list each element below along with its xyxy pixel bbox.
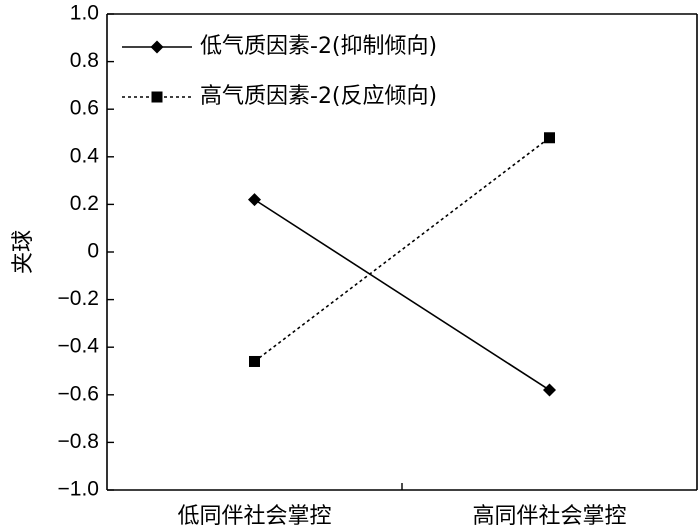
series-layer — [248, 132, 556, 397]
y-axis-ticks: 1.0 0.8 0.6 0.4 0.2 0 −0.2 −0.4 −0.6 −0.8 −1.0 — [58, 2, 114, 501]
data-point-diamond — [543, 383, 556, 397]
y-tick-label: −0.2 — [58, 287, 99, 310]
y-tick-label: 0.6 — [70, 97, 99, 120]
legend-label: 低气质因素-2(抑制倾向) — [200, 34, 437, 59]
y-tick-label: 1.0 — [70, 2, 99, 25]
data-point-square — [544, 132, 555, 144]
x-tick-label: 高同伴社会掌控 — [472, 504, 626, 529]
legend-label: 高气质因素-2(反应倾向) — [200, 84, 437, 109]
series-line — [254, 198, 550, 391]
legend: 低气质因素-2(抑制倾向) 高气质因素-2(反应倾向) — [122, 34, 437, 109]
y-tick-label: 0 — [87, 240, 99, 263]
series-line — [254, 137, 550, 363]
y-tick-label: 0.8 — [70, 49, 99, 72]
data-point-diamond — [150, 40, 164, 54]
data-point-square — [151, 91, 163, 103]
y-tick-label: 0.2 — [70, 192, 99, 215]
data-point-square — [249, 355, 260, 367]
series-2 — [249, 132, 555, 367]
legend-item-2: 高气质因素-2(反应倾向) — [122, 84, 437, 109]
x-axis-ticks: 低同伴社会掌控 高同伴社会掌控 — [177, 483, 627, 529]
y-tick-label: 0.4 — [70, 144, 100, 167]
series-1 — [248, 193, 556, 397]
legend-item-1: 低气质因素-2(抑制倾向) — [122, 34, 437, 59]
y-tick-label: −1.0 — [58, 478, 99, 501]
data-point-diamond — [248, 193, 261, 207]
y-axis-title: 夹球 — [11, 230, 36, 274]
y-tick-label: −0.8 — [58, 430, 99, 453]
y-tick-label: −0.4 — [58, 335, 100, 358]
y-tick-label: −0.6 — [58, 382, 99, 405]
x-tick-label: 低同伴社会掌控 — [177, 504, 331, 529]
